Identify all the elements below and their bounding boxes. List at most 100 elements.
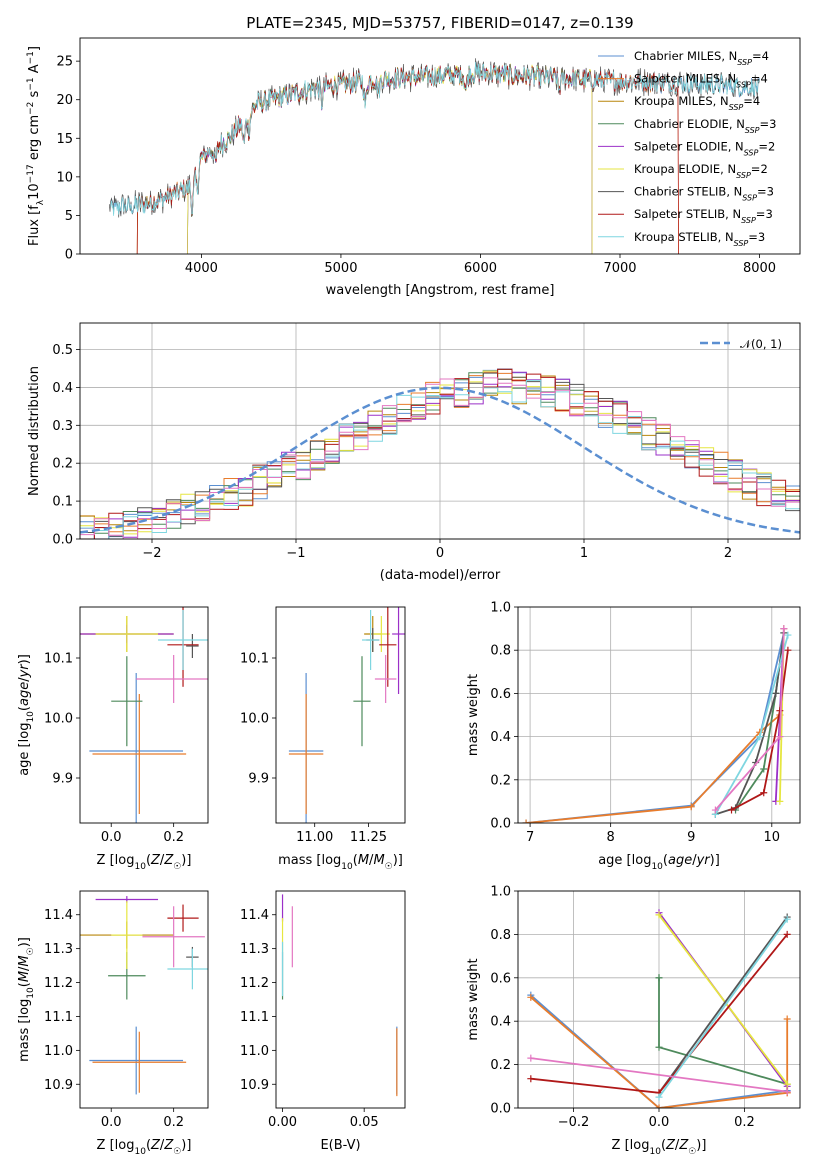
weight-marker xyxy=(776,797,784,805)
label-part: Z xyxy=(163,1138,174,1153)
legend-sub: SSP xyxy=(736,171,751,180)
y-tick-label: 10.1 xyxy=(240,652,269,667)
legend-entry: 𝒩(0, 1) xyxy=(740,337,782,351)
errorbar-point xyxy=(89,1026,184,1095)
label-part: age xyxy=(17,682,32,706)
legend-nssp: 3 xyxy=(769,117,776,131)
label-part: 10 xyxy=(341,862,353,872)
axes-frame xyxy=(517,606,801,824)
legend-eq: = xyxy=(751,72,761,86)
label-part: ( xyxy=(661,1138,666,1153)
errorbar-point xyxy=(136,655,208,703)
label-part: s xyxy=(27,90,42,101)
legend-sep: , xyxy=(718,230,725,244)
legend-sub: SSP xyxy=(744,148,759,157)
legend-sep: , xyxy=(713,94,720,108)
y-axis-label: Flux [fλ10−17 erg cm−2 s−1 A−1] xyxy=(26,46,46,246)
weight-marker xyxy=(655,1043,663,1051)
legend-eq: = xyxy=(748,230,758,244)
weight-line-9 xyxy=(530,1057,788,1093)
y-tick-label: 9.9 xyxy=(248,772,269,787)
age-vs-metallicity-panel: 0.0 0.29.910.010.1Z [log10(Z/Z☉)]age [log… xyxy=(17,606,209,872)
plot-area xyxy=(80,607,208,823)
weight-marker xyxy=(687,803,695,811)
label-part: ( xyxy=(353,853,358,868)
y-tick-label: 10.9 xyxy=(44,1078,73,1093)
legend-n: N xyxy=(732,207,741,221)
label-part: 10 xyxy=(134,862,146,872)
label-part: Z [log xyxy=(612,1138,650,1153)
label-part: ( xyxy=(146,1138,151,1153)
x-tick-label: 7 xyxy=(526,830,534,845)
histogram-series-8 xyxy=(80,379,800,539)
y-axis-label: age [log10(age/yr)] xyxy=(17,654,36,776)
y-tick-label: 9.9 xyxy=(52,772,73,787)
x-axis-label: E(B-V) xyxy=(320,1138,360,1153)
label-part: ( xyxy=(663,853,668,868)
x-tick-label: 8000 xyxy=(743,261,776,276)
weight-marker xyxy=(728,806,736,814)
x-axis-label: wavelength [Angstrom, rest frame] xyxy=(326,283,555,298)
x-axis-label: age [log10(age/yr)] xyxy=(598,853,720,872)
plot-area xyxy=(288,607,405,823)
label-part: / xyxy=(160,1138,165,1153)
y-axis-label: Normed distribution xyxy=(27,366,42,496)
y-tick-label: 0.4 xyxy=(490,730,511,745)
axes-frame xyxy=(79,890,209,1109)
label-part: 10 xyxy=(651,862,663,872)
legend-entry: Chabrier MILES, NSSP=4 xyxy=(634,49,769,67)
label-part: yr xyxy=(696,853,712,868)
x-axis-label: Z [log10(Z/Z☉)] xyxy=(97,853,192,872)
legend-eq: = xyxy=(760,117,770,131)
x-tick-label: 8 xyxy=(607,830,615,845)
label-part: yr xyxy=(17,663,32,679)
errorbar-point xyxy=(186,634,199,658)
weight-line-1 xyxy=(530,996,788,1108)
x-tick-label: 1 xyxy=(580,546,588,561)
y-axis-label: mass [log10(M/M☉)] xyxy=(17,937,36,1062)
y-tick-label: 11.2 xyxy=(44,976,73,991)
y-tick-label: 11.0 xyxy=(44,1044,73,1059)
label-part: ☉ xyxy=(385,862,393,872)
legend-name: Salpeter MILES xyxy=(634,72,720,86)
legend-entry: Salpeter MILES, NSSP=4 xyxy=(634,72,768,90)
label-part: A xyxy=(27,64,42,77)
weight-marker xyxy=(711,806,719,814)
x-tick-label: 0.0 xyxy=(101,830,122,845)
spectrum-line-1 xyxy=(136,63,679,254)
legend-entry: Chabrier STELIB, NSSP=3 xyxy=(634,185,774,203)
normal-curve xyxy=(80,386,800,534)
errorbar-point xyxy=(372,616,390,652)
weight-line-0 xyxy=(530,994,788,1108)
mass-weight-vs-metallicity-panel: −0.2 0.0 0.20.00.20.40.60.81.0Z [log10(Z/Z… xyxy=(466,885,801,1157)
legend-entry: Chabrier ELODIE, NSSP=3 xyxy=(634,117,776,135)
legend-sub: SSP xyxy=(742,193,757,202)
legend-sep: , xyxy=(725,207,732,221)
weight-marker xyxy=(655,911,663,919)
axes-frame xyxy=(517,890,801,1109)
y-tick-label: 10 xyxy=(56,170,73,185)
axes-frame xyxy=(79,322,801,540)
legend-name: Chabrier MILES xyxy=(634,49,721,63)
legend-name: Kroupa MILES xyxy=(634,94,713,108)
x-tick-label: 6000 xyxy=(464,261,497,276)
label-part: 10 xyxy=(27,183,42,200)
y-tick-label: 11.3 xyxy=(240,942,269,957)
legend-entry: Salpeter ELODIE, NSSP=2 xyxy=(634,139,775,157)
legend-nssp: 2 xyxy=(760,162,767,176)
legend-name: Kroupa ELODIE xyxy=(634,162,720,176)
y-tick-label: 0.2 xyxy=(490,1058,511,1073)
y-tick-label: 0.8 xyxy=(490,928,511,943)
label-part: −2 xyxy=(26,102,36,115)
errorbar-point xyxy=(167,948,208,990)
label-part: erg cm xyxy=(27,115,42,164)
x-tick-label: 0.0 xyxy=(649,1115,670,1130)
x-tick-label: 0.2 xyxy=(163,830,184,845)
legend-n: N xyxy=(727,72,736,86)
y-tick-label: 0.0 xyxy=(490,1102,511,1117)
errorbar-point xyxy=(288,694,324,814)
label-part: λ xyxy=(36,199,46,205)
